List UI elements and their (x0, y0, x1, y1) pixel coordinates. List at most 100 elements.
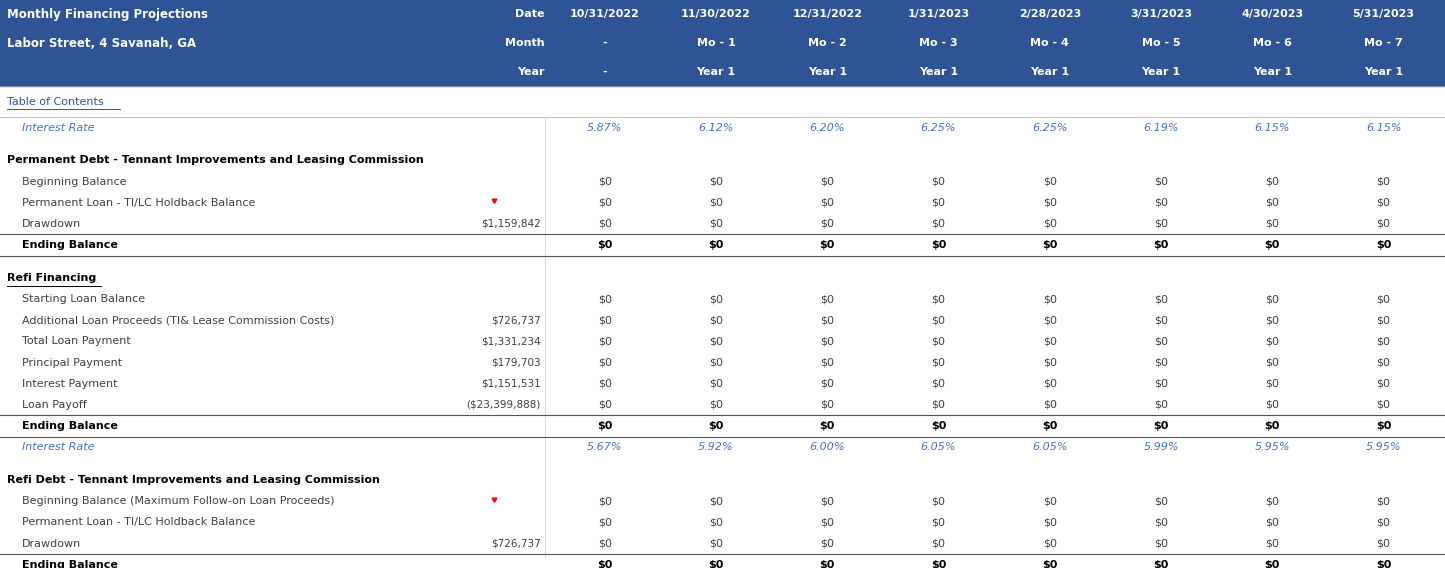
Text: $0: $0 (708, 240, 724, 250)
Text: $0: $0 (598, 496, 611, 506)
Text: $0: $0 (1043, 336, 1056, 346)
Text: Mo - 1: Mo - 1 (696, 38, 736, 48)
Text: Table of Contents: Table of Contents (7, 97, 104, 107)
Text: $0: $0 (709, 336, 722, 346)
Text: Year 1: Year 1 (1364, 67, 1403, 77)
Text: $0: $0 (931, 421, 946, 431)
Text: Loan Payoff: Loan Payoff (22, 400, 87, 410)
Text: $0: $0 (1043, 315, 1056, 325)
Text: $0: $0 (1264, 421, 1280, 431)
Text: $0: $0 (1266, 336, 1279, 346)
Text: $0: $0 (597, 559, 613, 568)
Text: $0: $0 (821, 400, 834, 410)
Text: Starting Loan Balance: Starting Loan Balance (22, 294, 144, 304)
Text: $0: $0 (1155, 198, 1168, 208)
Text: $0: $0 (1266, 379, 1279, 389)
Text: $0: $0 (932, 400, 945, 410)
Text: $0: $0 (709, 177, 722, 186)
Text: $0: $0 (821, 538, 834, 549)
Text: Ending Balance: Ending Balance (22, 240, 117, 250)
Text: 5.95%: 5.95% (1254, 442, 1290, 452)
Text: $0: $0 (709, 379, 722, 389)
Text: 6.05%: 6.05% (920, 442, 957, 452)
Text: $0: $0 (932, 379, 945, 389)
Text: Refi Financing: Refi Financing (7, 273, 97, 283)
Text: $0: $0 (1043, 517, 1056, 527)
Text: $0: $0 (1153, 240, 1169, 250)
Text: $179,703: $179,703 (491, 357, 540, 367)
Text: $0: $0 (598, 336, 611, 346)
Text: Mo - 3: Mo - 3 (919, 38, 958, 48)
Text: $0: $0 (598, 315, 611, 325)
Text: $0: $0 (1266, 400, 1279, 410)
Text: Date: Date (516, 10, 545, 19)
Text: $0: $0 (1266, 219, 1279, 229)
Text: $0: $0 (1266, 315, 1279, 325)
Text: Interest Rate: Interest Rate (22, 123, 94, 132)
Text: 1/31/2023: 1/31/2023 (907, 10, 970, 19)
Text: $0: $0 (597, 240, 613, 250)
Text: $0: $0 (1266, 517, 1279, 527)
Text: $0: $0 (1377, 538, 1390, 549)
Text: $0: $0 (1266, 538, 1279, 549)
Text: $0: $0 (597, 421, 613, 431)
Text: Additional Loan Proceeds (TI& Lease Commission Costs): Additional Loan Proceeds (TI& Lease Comm… (22, 315, 334, 325)
Text: Year 1: Year 1 (1253, 67, 1292, 77)
Text: 6.19%: 6.19% (1143, 123, 1179, 132)
Text: $0: $0 (709, 219, 722, 229)
Text: $0: $0 (1043, 219, 1056, 229)
Text: 5.95%: 5.95% (1366, 442, 1402, 452)
Text: $0: $0 (1377, 198, 1390, 208)
Text: $0: $0 (1377, 517, 1390, 527)
Text: Total Loan Payment: Total Loan Payment (22, 336, 130, 346)
Text: $0: $0 (709, 357, 722, 367)
Text: $0: $0 (932, 198, 945, 208)
Text: Year 1: Year 1 (808, 67, 847, 77)
Text: 6.00%: 6.00% (809, 442, 845, 452)
Text: $0: $0 (1043, 538, 1056, 549)
Text: $0: $0 (1376, 421, 1392, 431)
Bar (0, 0, 1445, 86)
Text: $0: $0 (709, 496, 722, 506)
Text: $0: $0 (932, 336, 945, 346)
Text: $0: $0 (598, 219, 611, 229)
Text: $0: $0 (1155, 294, 1168, 304)
Text: $726,737: $726,737 (491, 538, 540, 549)
Text: 6.15%: 6.15% (1366, 123, 1402, 132)
Text: Mo - 2: Mo - 2 (808, 38, 847, 48)
Text: $0: $0 (1264, 559, 1280, 568)
Text: Permanent Debt - Tennant Improvements and Leasing Commission: Permanent Debt - Tennant Improvements an… (7, 156, 423, 165)
Text: $0: $0 (1266, 496, 1279, 506)
Text: Month: Month (506, 38, 545, 48)
Text: $0: $0 (1155, 219, 1168, 229)
Text: $0: $0 (709, 198, 722, 208)
Text: 6.25%: 6.25% (920, 123, 957, 132)
Text: $0: $0 (1043, 198, 1056, 208)
Text: Monthly Financing Projections: Monthly Financing Projections (7, 8, 208, 21)
Text: $0: $0 (821, 315, 834, 325)
Text: $0: $0 (819, 421, 835, 431)
Text: Ending Balance: Ending Balance (22, 559, 117, 568)
Text: $0: $0 (1043, 379, 1056, 389)
Text: $0: $0 (709, 294, 722, 304)
Text: Permanent Loan - TI/LC Holdback Balance: Permanent Loan - TI/LC Holdback Balance (22, 517, 256, 527)
Text: $0: $0 (1153, 421, 1169, 431)
Text: $0: $0 (598, 379, 611, 389)
Text: $0: $0 (932, 357, 945, 367)
Text: $0: $0 (709, 315, 722, 325)
Text: Beginning Balance: Beginning Balance (22, 177, 126, 186)
Text: $726,737: $726,737 (491, 315, 540, 325)
Text: $0: $0 (709, 517, 722, 527)
Text: 3/31/2023: 3/31/2023 (1130, 10, 1192, 19)
Text: Interest Payment: Interest Payment (22, 379, 117, 389)
Text: $0: $0 (1377, 357, 1390, 367)
Text: $0: $0 (598, 177, 611, 186)
Text: $0: $0 (598, 294, 611, 304)
Text: $0: $0 (1377, 379, 1390, 389)
Text: $0: $0 (1266, 294, 1279, 304)
Text: Mo - 7: Mo - 7 (1364, 38, 1403, 48)
Text: $0: $0 (1377, 336, 1390, 346)
Text: $0: $0 (1043, 294, 1056, 304)
Text: 5.67%: 5.67% (587, 442, 623, 452)
Text: Labor Street, 4 Savanah, GA: Labor Street, 4 Savanah, GA (7, 37, 197, 49)
